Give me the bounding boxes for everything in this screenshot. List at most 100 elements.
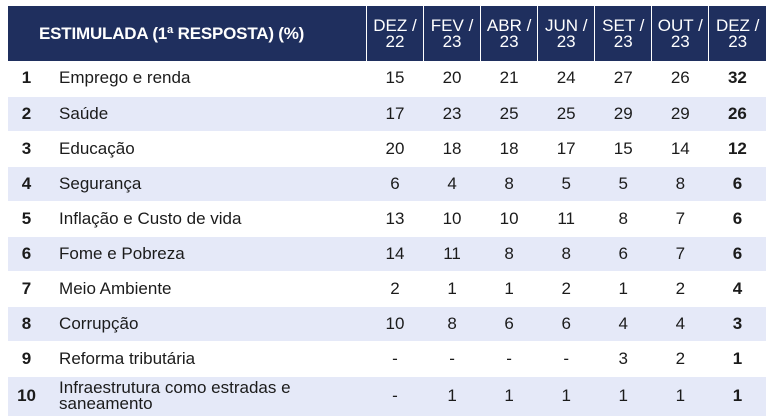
row-value: 8 (423, 306, 481, 342)
column-header-month: SET / (602, 15, 645, 35)
table-row: 4 Segurança 6 4 8 5 5 8 6 (8, 166, 766, 202)
column-header-month: JUN / (544, 15, 588, 35)
row-value: 14 (651, 131, 709, 167)
row-label: Saúde (51, 96, 367, 132)
row-value: 6 (480, 306, 538, 342)
row-value: 2 (651, 341, 709, 377)
column-header-month: DEZ / (373, 15, 417, 35)
table-title: ESTIMULADA (1ª RESPOSTA) (%) (8, 6, 367, 61)
row-value: 13 (366, 201, 424, 237)
row-label: Inflação e Custo de vida (51, 201, 367, 237)
table-row: 5 Inflação e Custo de vida 13 10 10 11 8 7 6 (8, 201, 766, 237)
row-label: Segurança (51, 166, 367, 202)
row-value: 1 (594, 271, 652, 307)
column-header: SET /23 (594, 6, 652, 61)
row-value: 6 (594, 236, 652, 272)
row-value: 1 (594, 376, 652, 417)
row-value: 15 (594, 131, 652, 167)
column-header-year: 22 (385, 31, 405, 51)
row-value: 27 (594, 61, 652, 97)
row-value: 7 (651, 236, 709, 272)
column-header-year: 23 (499, 31, 519, 51)
column-header-month: FEV / (430, 15, 474, 35)
row-value: 3 (708, 306, 766, 342)
row-value: 8 (594, 201, 652, 237)
column-header: FEV /23 (423, 6, 481, 61)
row-value: 12 (708, 131, 766, 167)
column-header-year: 23 (670, 31, 690, 51)
row-value: 1 (651, 376, 709, 417)
row-value: 23 (423, 96, 481, 132)
row-value: 1 (480, 271, 538, 307)
row-value: 5 (594, 166, 652, 202)
row-value: 1 (423, 271, 481, 307)
row-value: 8 (651, 166, 709, 202)
row-value: 26 (708, 96, 766, 132)
row-value: 26 (651, 61, 709, 97)
row-value: 4 (651, 306, 709, 342)
row-value: 2 (651, 271, 709, 307)
row-value: 6 (366, 166, 424, 202)
row-value: - (366, 376, 424, 417)
table-row: 8 Corrupção 10 8 6 6 4 4 3 (8, 306, 766, 342)
row-value: 10 (366, 306, 424, 342)
row-value: 3 (594, 341, 652, 377)
row-value: 15 (366, 61, 424, 97)
row-value: 1 (480, 376, 538, 417)
row-label: Meio Ambiente (51, 271, 367, 307)
column-header: JUN /23 (537, 6, 595, 61)
row-value: 32 (708, 61, 766, 97)
column-header-year: 23 (556, 31, 576, 51)
row-value: 18 (423, 131, 481, 167)
row-value: 4 (708, 271, 766, 307)
row-value: 1 (537, 376, 595, 417)
column-header: ABR /23 (480, 6, 538, 61)
row-value: 20 (423, 61, 481, 97)
row-value: 1 (423, 376, 481, 417)
row-value: 6 (708, 201, 766, 237)
row-value: 5 (537, 166, 595, 202)
row-label: Fome e Pobreza (51, 236, 367, 272)
row-value: 17 (537, 131, 595, 167)
row-value: 18 (480, 131, 538, 167)
row-value: 21 (480, 61, 538, 97)
table-row: 10 Infraestrutura como estradas e saneame… (8, 376, 766, 417)
row-label: Educação (51, 131, 367, 167)
table-row: 1 Emprego e renda 15 20 21 24 27 26 32 (8, 61, 766, 97)
row-value: 6 (537, 306, 595, 342)
row-value: 6 (708, 166, 766, 202)
table-row: 9 Reforma tributária - - - -3 2 1 (8, 341, 766, 377)
row-rank: 7 (8, 271, 52, 307)
row-rank: 6 (8, 236, 52, 272)
row-value: 10 (480, 201, 538, 237)
row-value: 11 (423, 236, 481, 272)
row-label: Reforma tributária (51, 341, 367, 377)
row-value: 2 (366, 271, 424, 307)
table-body: 1 Emprego e renda 15 20 21 24 27 26 32 2 Saúde 17 23… (8, 61, 766, 417)
column-header-month: OUT / (657, 15, 703, 35)
table-row: 7 Meio Ambiente 2 1 1 2 1 2 4 (8, 271, 766, 307)
column-header-month: ABR / (486, 15, 532, 35)
ranking-table: ESTIMULADA (1ª RESPOSTA) (%) DEZ /22 FEV… (8, 6, 766, 417)
row-value: 11 (537, 201, 595, 237)
column-header: OUT /23 (651, 6, 709, 61)
row-value: - (366, 341, 424, 377)
row-value: 4 (423, 166, 481, 202)
row-value: 8 (537, 236, 595, 272)
row-rank: 8 (8, 306, 52, 342)
column-header: DEZ /23 (708, 6, 766, 61)
column-header-year: 23 (728, 31, 748, 51)
row-value: 25 (537, 96, 595, 132)
row-value: - (480, 341, 538, 377)
row-rank: 10 (8, 376, 52, 417)
table-row: 3 Educação 20 18 18 17 15 14 12 (8, 131, 766, 167)
row-label: Corrupção (51, 306, 367, 342)
table-row: 6 Fome e Pobreza 14 11 8 8 6 7 6 (8, 236, 766, 272)
column-header-year: 23 (613, 31, 633, 51)
row-rank: 2 (8, 96, 52, 132)
row-value: 1 (708, 376, 766, 417)
row-value: 20 (366, 131, 424, 167)
row-rank: 5 (8, 201, 52, 237)
row-value: 29 (651, 96, 709, 132)
